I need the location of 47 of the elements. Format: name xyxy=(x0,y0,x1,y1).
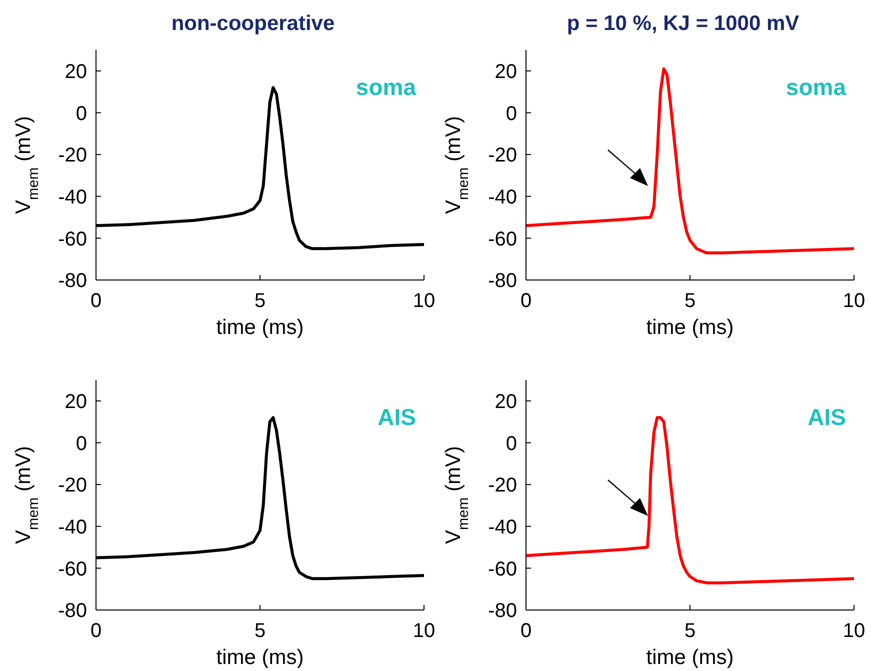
x-tick-label: 10 xyxy=(412,290,436,312)
annotation: soma xyxy=(356,74,416,101)
y-tick-label: -60 xyxy=(58,558,87,580)
y-tick-label: -40 xyxy=(58,186,87,208)
chart-title: non-cooperative xyxy=(170,12,336,36)
y-tick-label: -20 xyxy=(488,144,517,167)
x-tick-label: 0 xyxy=(520,290,532,312)
y-tick-label: 20 xyxy=(494,61,517,84)
annotation: AIS xyxy=(378,404,416,431)
y-tick-label: 20 xyxy=(64,391,87,414)
x-tick-label: 0 xyxy=(90,620,102,642)
x-axis-title: time (ms) xyxy=(646,316,734,339)
y-tick-label: -80 xyxy=(58,270,87,292)
x-tick-label: 0 xyxy=(520,620,532,642)
x-tick-label: 10 xyxy=(842,620,866,642)
y-tick-label: -20 xyxy=(488,474,517,497)
x-tick-label: 5 xyxy=(684,620,696,642)
x-tick-label: 5 xyxy=(254,290,266,312)
y-tick-label: 0 xyxy=(506,432,517,455)
y-tick-label: 20 xyxy=(494,391,517,414)
x-tick-label: 10 xyxy=(842,290,866,312)
y-tick-label: -40 xyxy=(58,516,87,538)
x-tick-label: 10 xyxy=(412,620,436,642)
y-tick-label: -40 xyxy=(488,516,517,538)
x-axis-title: time (ms) xyxy=(216,316,304,339)
y-tick-label: -80 xyxy=(58,600,87,622)
y-tick-label: -60 xyxy=(488,558,517,580)
y-tick-label: -80 xyxy=(488,270,517,292)
y-tick-label: -80 xyxy=(488,600,517,622)
y-tick-label: -60 xyxy=(488,228,517,250)
y-tick-label: -20 xyxy=(58,144,87,167)
x-axis-title: time (ms) xyxy=(216,646,304,669)
line-series xyxy=(526,67,854,254)
y-tick-label: 0 xyxy=(76,432,87,455)
chart-title: p = 10 %, KJ = 1000 mV xyxy=(566,12,800,36)
y-tick-label: 0 xyxy=(76,102,87,125)
y-tick-label: 20 xyxy=(64,61,87,84)
x-tick-label: 5 xyxy=(254,620,266,642)
x-axis-title: time (ms) xyxy=(646,646,734,669)
y-tick-label: -20 xyxy=(58,474,87,497)
annotation: soma xyxy=(786,74,846,101)
y-tick-label: -60 xyxy=(58,228,87,250)
annotation: AIS xyxy=(808,404,846,431)
x-tick-label: 5 xyxy=(684,290,696,312)
x-tick-label: 0 xyxy=(90,290,102,312)
y-tick-label: -40 xyxy=(488,186,517,208)
y-tick-label: 0 xyxy=(506,102,517,125)
